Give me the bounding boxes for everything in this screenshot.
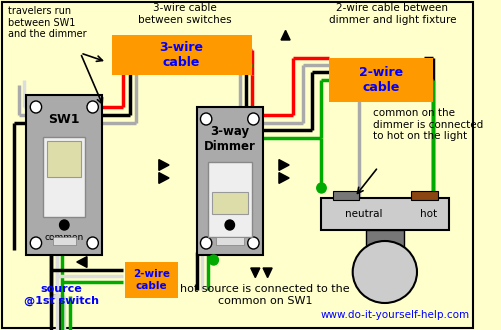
Text: neutral: neutral (345, 209, 382, 219)
Circle shape (224, 220, 234, 230)
Circle shape (60, 220, 69, 230)
Circle shape (316, 183, 326, 193)
Polygon shape (263, 268, 272, 278)
Text: 3-wire cable
between switches: 3-wire cable between switches (137, 3, 231, 25)
Bar (215, 237, 243, 245)
Bar (410, 191, 437, 200)
Text: 3-way
Dimmer: 3-way Dimmer (203, 125, 255, 153)
Circle shape (247, 237, 259, 249)
Circle shape (247, 113, 259, 125)
Circle shape (208, 255, 218, 265)
Text: www.do-it-yourself-help.com: www.do-it-yourself-help.com (320, 310, 469, 320)
Ellipse shape (352, 241, 416, 303)
Text: 2-wire
cable: 2-wire cable (133, 269, 169, 291)
Text: 3-wire
cable: 3-wire cable (159, 41, 203, 69)
Polygon shape (279, 160, 289, 170)
Bar (328, 58, 432, 102)
Bar (125, 262, 177, 298)
Polygon shape (158, 160, 169, 170)
Text: travelers run
between SW1
and the dimmer: travelers run between SW1 and the dimmer (8, 6, 86, 39)
Bar (44, 137, 85, 217)
Circle shape (87, 101, 98, 113)
Bar (332, 191, 359, 200)
Bar (47, 141, 81, 177)
Text: hot source is connected to the
common on SW1: hot source is connected to the common on… (179, 284, 349, 306)
Bar (321, 198, 448, 230)
Bar (211, 192, 247, 214)
Bar (196, 107, 263, 255)
Text: SW1: SW1 (49, 113, 80, 126)
Circle shape (200, 237, 211, 249)
Polygon shape (77, 257, 87, 267)
Text: source
@1st switch: source @1st switch (24, 284, 99, 306)
Bar (365, 230, 403, 248)
Circle shape (200, 113, 211, 125)
Text: hot: hot (419, 209, 436, 219)
Polygon shape (158, 173, 169, 183)
Text: common on the
dimmer is connected
to hot on the light: common on the dimmer is connected to hot… (373, 108, 483, 141)
Bar (111, 35, 251, 75)
Bar (53, 237, 76, 245)
Bar (27, 95, 102, 255)
Bar (207, 162, 251, 237)
Circle shape (87, 237, 98, 249)
Circle shape (30, 237, 42, 249)
Polygon shape (250, 268, 260, 278)
Polygon shape (279, 173, 289, 183)
Text: 2-wire cable between
dimmer and light fixture: 2-wire cable between dimmer and light fi… (328, 3, 455, 25)
Circle shape (30, 101, 42, 113)
Text: 2-wire
cable: 2-wire cable (358, 66, 402, 94)
Polygon shape (281, 30, 290, 40)
Text: common: common (45, 233, 84, 242)
